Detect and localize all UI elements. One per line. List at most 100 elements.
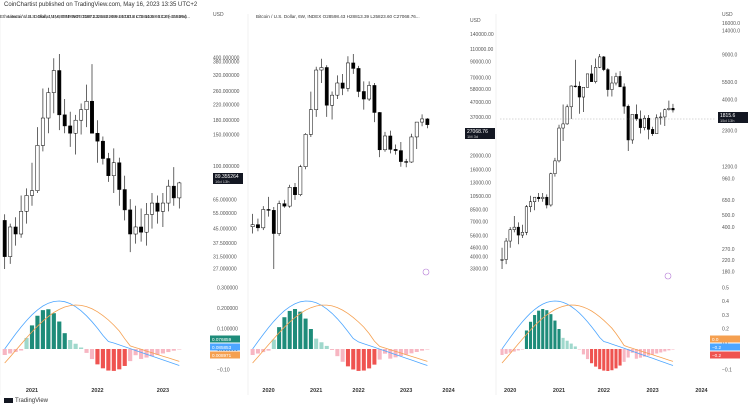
eth2-macd-hist-40 (663, 349, 667, 352)
eth2-y-tick-11: 400.0 (722, 225, 735, 231)
eth2-candle-body-1 (504, 240, 508, 260)
footer[interactable]: TradingView (4, 398, 48, 404)
eth-macd-tag-2: 0.008971 (212, 353, 232, 358)
btc-candle-body-15 (330, 94, 334, 106)
eth2-x-tick-3: 2023 (646, 388, 658, 394)
ltc-candle-body-20 (111, 162, 116, 176)
eth2-candle-body-37 (651, 129, 655, 134)
ltc-candle-body-5 (30, 190, 34, 196)
eth2-candle-body-12 (549, 173, 553, 206)
ltc-macd-hist-13 (73, 343, 78, 349)
ltc-macd-hist-10 (57, 321, 62, 349)
eth-macd-tag-1: 0.085853 (212, 345, 232, 350)
eth2-macd-hist-34 (638, 349, 642, 358)
eth-macd-y-tick-2: 0.100000 (217, 327, 238, 333)
eth2-candle-body-0 (500, 259, 504, 261)
publish-header: CoinChartist published on TradingView.co… (4, 2, 197, 8)
btc-x-tick-4: 2024 (442, 388, 455, 394)
ltc-macd-hist-16 (89, 349, 95, 360)
btc-candle-body-2 (261, 209, 266, 229)
eth2-macd-hist-41 (667, 349, 671, 351)
btc-candle-body-8 (293, 187, 297, 195)
eth2-macd-hist-39 (659, 349, 663, 353)
eth-y-tick-12: 8500.00 (470, 207, 488, 213)
eth2-macd-y-tick-2: 0.3 (722, 313, 729, 319)
eth2-macd-hist-28 (614, 349, 618, 369)
ltc-candle-body-2 (13, 226, 18, 235)
eth2-macd-hist-7 (528, 321, 533, 349)
eth2-x-tick-0: 2020 (504, 388, 516, 394)
eth-y-tick-13: 7000.00 (470, 219, 488, 225)
ltc-x-tick-2: 2023 (157, 388, 169, 394)
ltc-candle-body-17 (95, 132, 100, 142)
btc-candle-body-21 (361, 91, 366, 100)
btc-macd-hist-27 (393, 349, 398, 358)
btc-macd-hist-21 (361, 349, 366, 371)
eth-y-tick-0: 140000.00 (470, 32, 494, 38)
btc-candle-body-11 (308, 109, 313, 135)
eth2-candle-body-15 (561, 123, 565, 129)
eth2-candle-body-27 (610, 82, 614, 90)
eth2-candle-body-24 (598, 56, 602, 68)
eth2-signal-line (501, 304, 674, 364)
eth2-candle-body-2 (508, 229, 512, 242)
ltc-signal-line (4, 304, 180, 364)
eth2-macd-line (501, 300, 674, 366)
ltc-macd-hist-4 (24, 337, 29, 349)
ltc-candle-body-10 (57, 70, 62, 116)
eth-last-price-tag (465, 128, 495, 139)
eth2-macd-tag-bg-0 (710, 335, 740, 343)
eth2-x-tick-1: 2021 (553, 388, 565, 394)
ltc-y-tick-6: 180.000000 (213, 118, 240, 124)
ltc-candle-body-7 (40, 117, 45, 146)
eth2-macd-hist-24 (598, 349, 602, 370)
ltc-last-price-tag (213, 173, 243, 184)
btc-candle-body-4 (271, 210, 276, 234)
eth2-macd-hist-15 (561, 337, 565, 349)
event-marker-icon-1 (664, 272, 672, 280)
eth2-macd-tag-bg-1 (710, 343, 740, 351)
eth2-macd-hist-30 (622, 349, 626, 362)
btc-candle-body-3 (266, 209, 271, 211)
ltc-candle-body-9 (51, 70, 56, 93)
btc-candle-body-24 (377, 112, 382, 151)
eth-y-tick-8: 20000.00 (470, 154, 491, 160)
eth2-macd-hist-21 (585, 349, 590, 360)
ltc-macd-hist-14 (79, 347, 84, 349)
btc-macd-hist-15 (330, 349, 335, 350)
ltc-candle-body-18 (100, 140, 105, 159)
ltc-y-tick-12: 37.500000 (213, 241, 237, 247)
eth2-candle-body-14 (557, 127, 561, 162)
publish-header-text: CoinChartist published on TradingView.co… (4, 2, 198, 8)
btc-candle-body-6 (282, 203, 287, 207)
btc-candle-body-0 (250, 224, 255, 228)
btc-macd-hist-12 (314, 338, 319, 349)
eth2-y-tick-14: 180.0 (722, 269, 735, 275)
ltc-macd-hist-30 (166, 349, 171, 353)
btc-candle-body-16 (335, 82, 340, 96)
eth-y-tick-11: 10500.00 (470, 194, 491, 200)
btc-candle-body-18 (346, 62, 350, 89)
eth2-macd-hist-23 (594, 349, 598, 367)
btc-chart-title: Bitcoin / U.S. Dollar, 6W, INDEX O28598.… (256, 14, 420, 19)
eth2-candle-body-28 (614, 76, 618, 84)
eth2-macd-hist-9 (537, 310, 541, 349)
ltc-macd-hist-25 (139, 349, 144, 359)
eth2-y-tick-13: 220.0 (722, 258, 735, 264)
btc-candle-body-29 (404, 161, 409, 163)
btc-candle-body-23 (372, 85, 377, 113)
btc-candle-body-1 (256, 224, 260, 229)
ltc-candle-body-4 (24, 195, 29, 212)
ltc-candle-body-0 (2, 220, 7, 257)
ltc-x-tick-1: 2022 (91, 388, 103, 394)
btc-candle-body-33 (425, 118, 430, 125)
ltc-candle-body-27 (150, 202, 154, 215)
ltc-macd-hist-32 (177, 349, 182, 350)
btc-candle-body-32 (420, 118, 424, 123)
eth2-candle-body-33 (634, 114, 638, 120)
eth2-y-tick-3: 5500.0 (722, 80, 738, 86)
eth2-candle-body-22 (590, 73, 594, 82)
eth2-macd-hist-17 (569, 343, 573, 349)
eth-macd-y-tick-0: 0.300000 (217, 286, 238, 292)
eth2-axis-unit: USD (722, 12, 733, 18)
